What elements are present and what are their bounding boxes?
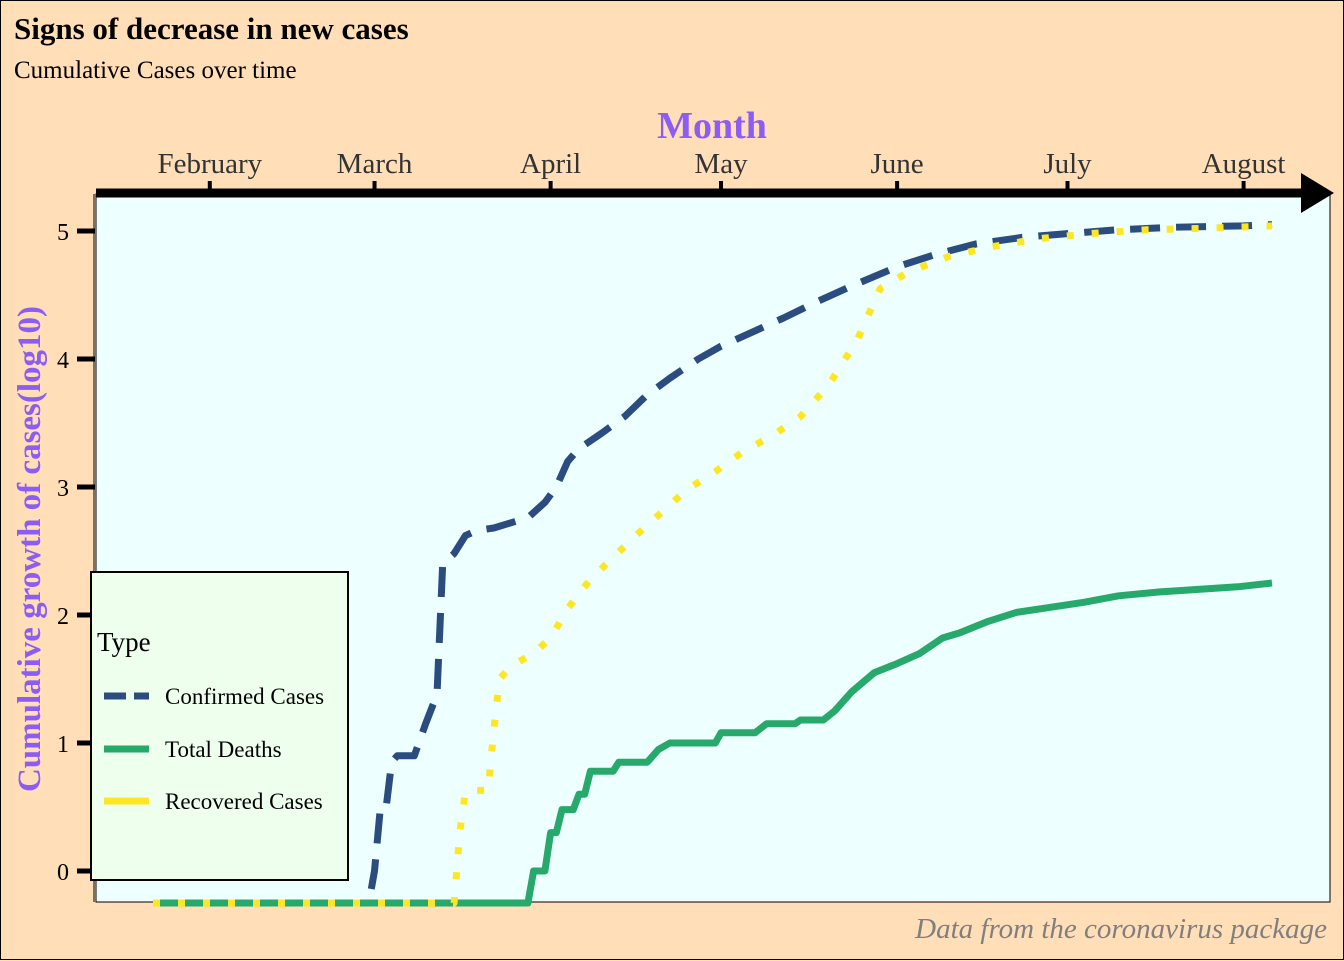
chart-title: Signs of decrease in new cases: [14, 11, 409, 46]
series-line-total-deaths: [153, 579, 1273, 907]
x-axis-title: Month: [657, 105, 767, 147]
series-layer: [153, 221, 1273, 907]
y-axis-title: Cumulative growth of cases(log10): [12, 306, 48, 792]
x-axis: February March April May June July August: [96, 148, 1334, 213]
legend-box: [90, 571, 349, 881]
y-tick-label: 2: [57, 604, 69, 630]
legend-items: Confirmed Cases Total Deaths Recovered Cas…: [104, 684, 324, 814]
x-tick-label: March: [337, 148, 413, 180]
legend-label: Recovered Cases: [165, 789, 323, 814]
x-axis-arrow: [1301, 173, 1334, 213]
x-tick-label: February: [157, 148, 262, 180]
y-axis: 0 1 2 3 4 5: [57, 194, 95, 902]
y-tick-label: 3: [57, 476, 69, 502]
series-line-confirmed-cases: [153, 221, 1273, 907]
y-tick-label: 1: [57, 732, 69, 758]
x-tick-label: August: [1202, 148, 1286, 180]
x-tick-label: July: [1043, 148, 1092, 180]
legend: Type Confirmed Cases Total Deaths Recovere…: [90, 571, 349, 881]
x-tick-label: May: [694, 148, 748, 180]
y-tick-label: 5: [57, 220, 69, 246]
legend-label: Confirmed Cases: [165, 684, 324, 709]
y-tick-label: 0: [57, 860, 69, 886]
x-tick-label: April: [520, 148, 581, 180]
legend-label: Total Deaths: [165, 737, 282, 762]
chart-caption: Data from the coronavirus package: [915, 913, 1327, 945]
legend-title: Type: [97, 627, 151, 657]
x-tick-label: June: [871, 148, 924, 180]
y-tick-label: 4: [57, 348, 69, 374]
chart-subtitle: Cumulative Cases over time: [14, 57, 297, 84]
